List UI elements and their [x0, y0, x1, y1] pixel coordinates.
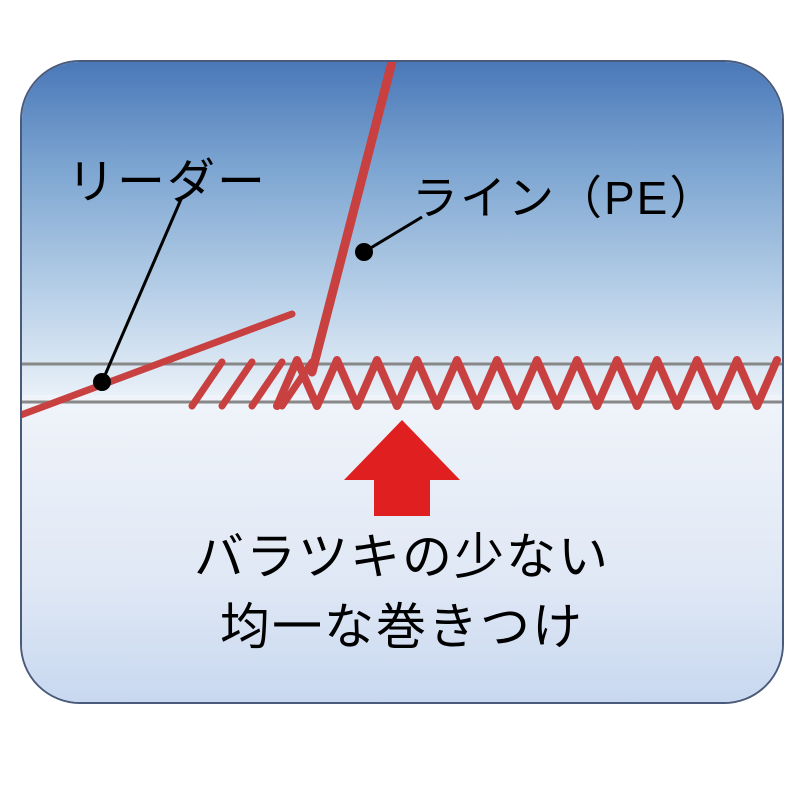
uniform-wrap	[277, 360, 777, 406]
label-leader: リーダー	[67, 142, 267, 212]
caption-line-1: バラツキの少ない	[22, 522, 782, 592]
pe-pointer-dot	[355, 243, 373, 261]
leader-pointer-line	[102, 197, 182, 382]
diagram-card: リーダー ライン（PE） バラツキの少ない 均一な巻きつけ	[20, 60, 784, 704]
leader-pointer-dot	[93, 373, 111, 391]
caption: バラツキの少ない 均一な巻きつけ	[22, 522, 782, 662]
caption-line-2: 均一な巻きつけ	[22, 592, 782, 662]
page-root: リーダー ライン（PE） バラツキの少ない 均一な巻きつけ	[0, 0, 800, 800]
pe-line	[312, 62, 392, 372]
label-line-pe: ライン（PE）	[412, 162, 717, 228]
up-arrow-icon	[344, 420, 460, 516]
